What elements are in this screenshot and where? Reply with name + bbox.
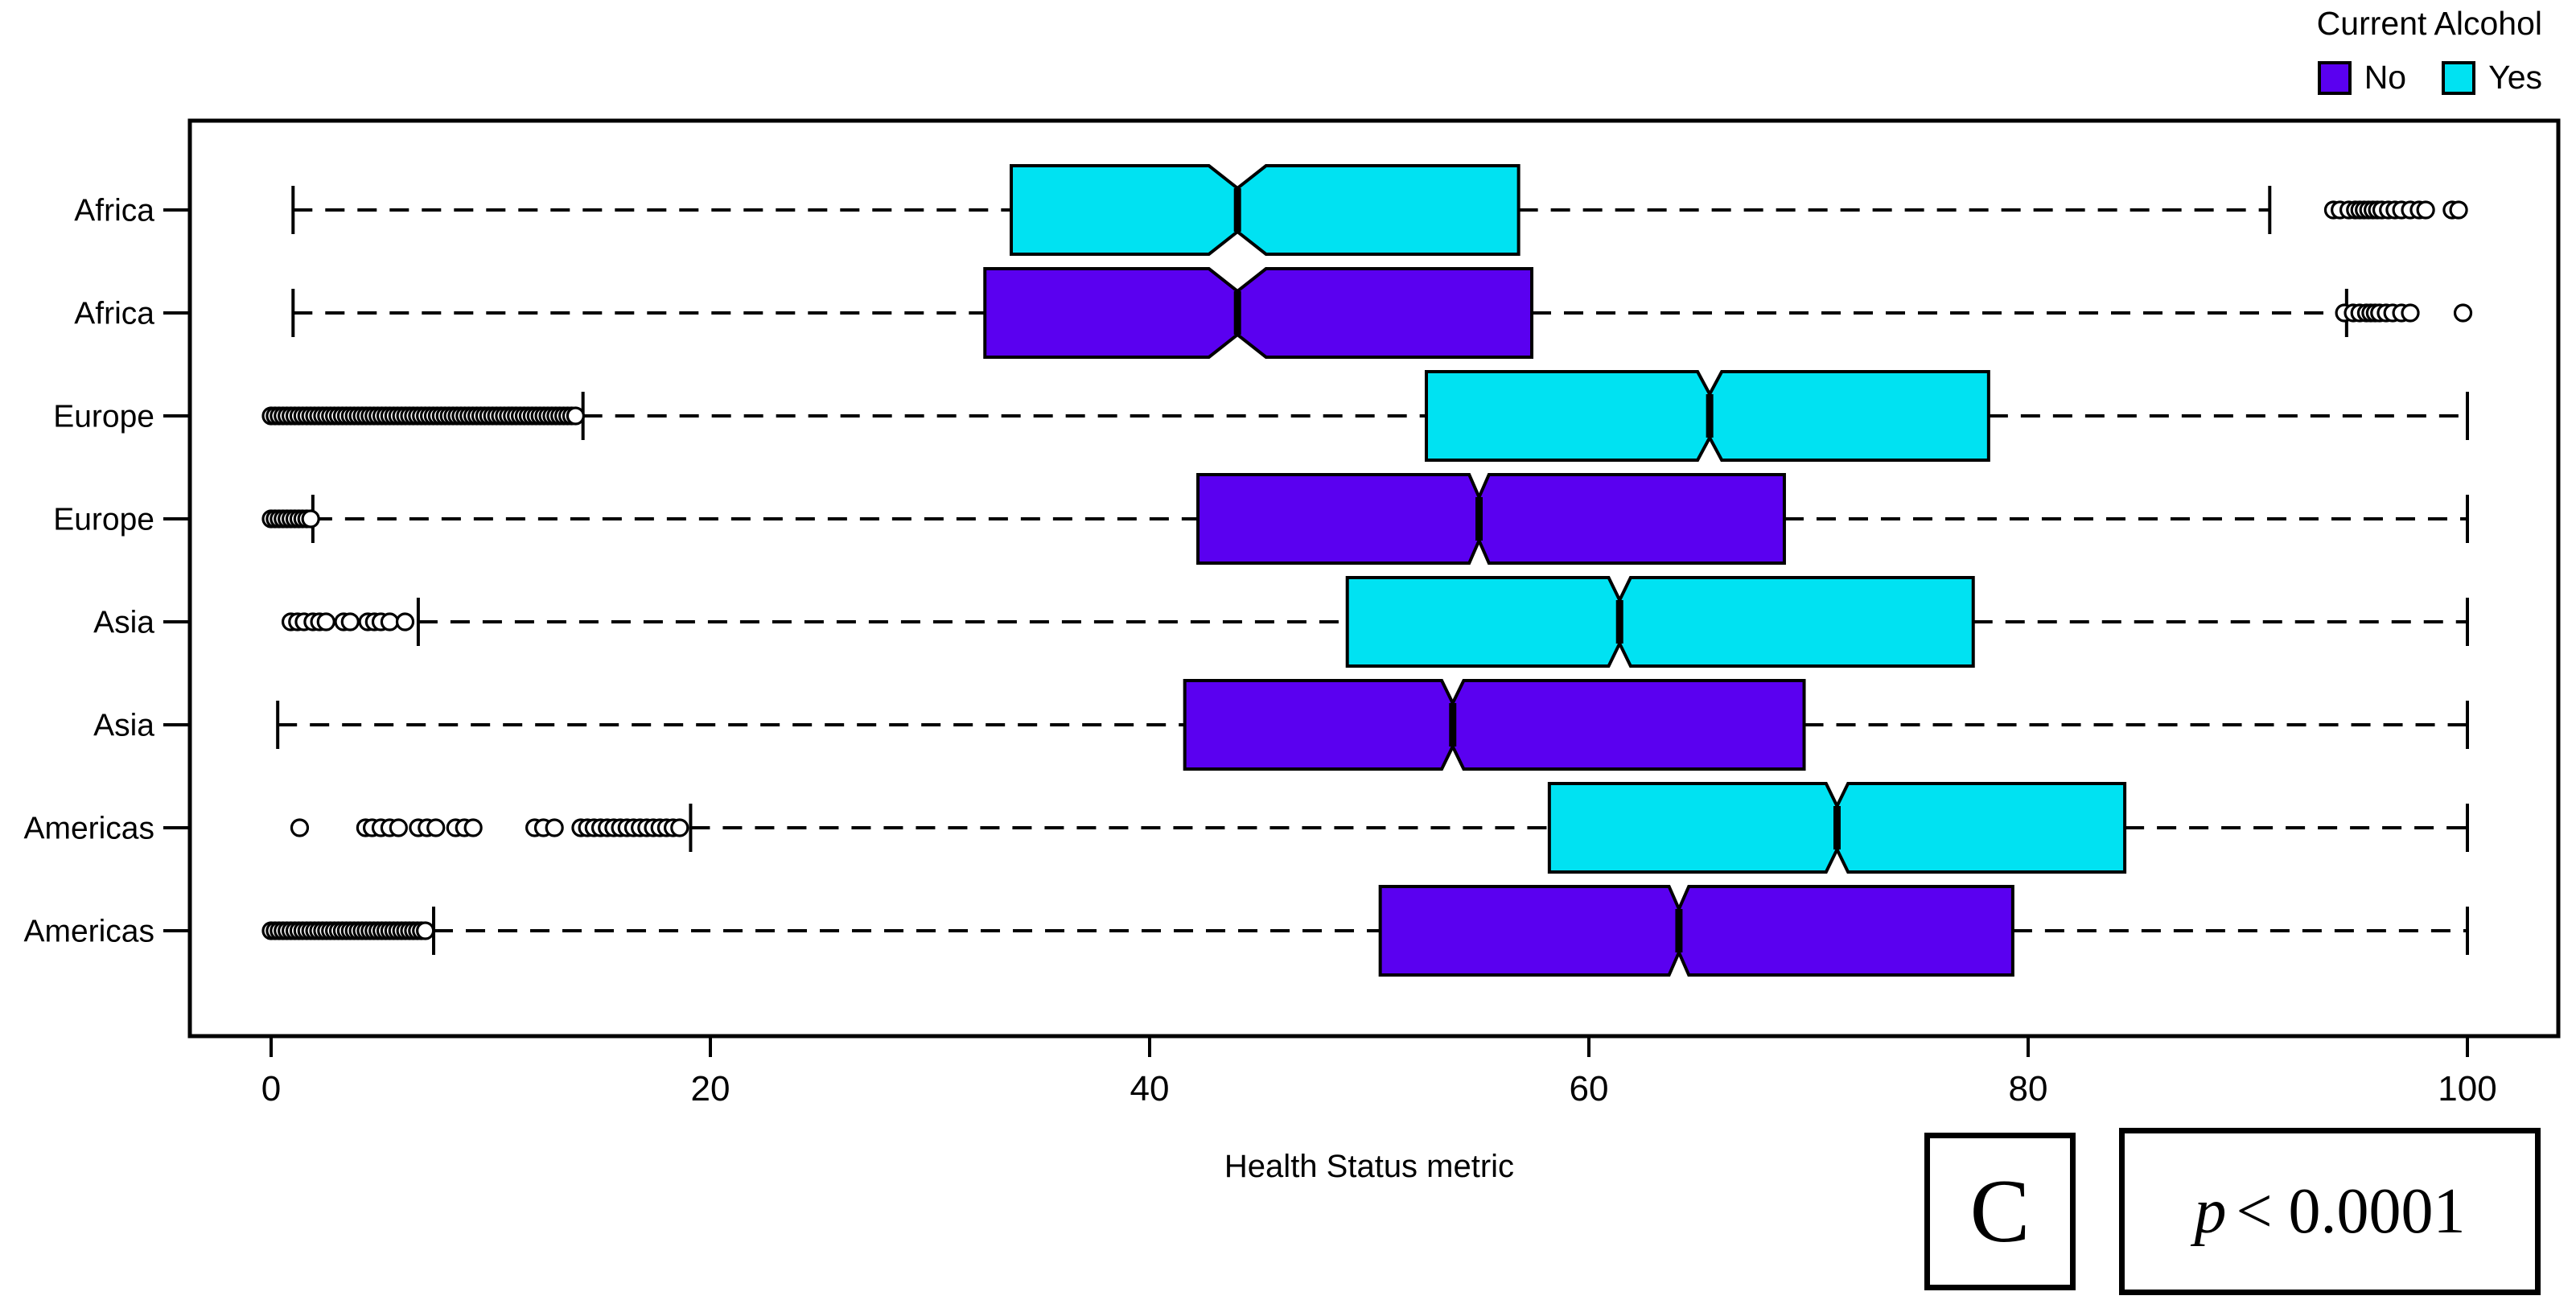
outlier-point xyxy=(2401,303,2420,323)
legend-item-no: No xyxy=(2317,59,2407,97)
legend: Current Alcohol No Yes xyxy=(2317,5,2542,97)
outlier-point xyxy=(2416,200,2435,220)
outlier-point xyxy=(290,818,310,837)
legend-label-no: No xyxy=(2364,59,2407,96)
legend-swatch-yes xyxy=(2442,60,2476,95)
notched-box xyxy=(1196,473,1786,565)
x-tick-label: 0 xyxy=(261,1069,281,1109)
x-tick-label: 100 xyxy=(2438,1069,2496,1109)
y-tick-label: Asia xyxy=(93,606,154,640)
box-row-africa-yes: Africa xyxy=(74,164,2468,256)
legend-item-yes: Yes xyxy=(2442,59,2542,97)
p-symbol: p xyxy=(2194,1175,2227,1247)
outlier-point xyxy=(2453,303,2473,323)
outlier-point xyxy=(395,612,415,631)
x-tick-label: 60 xyxy=(1570,1069,1609,1109)
y-tick-label: Africa xyxy=(74,194,154,228)
outlier-point xyxy=(416,921,435,940)
panel-label-box: C xyxy=(1924,1133,2076,1290)
y-tick-label: Asia xyxy=(93,709,154,743)
y-tick-label: Europe xyxy=(53,503,154,537)
x-tick-label: 20 xyxy=(691,1069,730,1109)
outlier-point xyxy=(340,612,360,631)
x-tick-label: 80 xyxy=(2009,1069,2048,1109)
box-row-asia-no: Asia xyxy=(93,679,2469,771)
y-tick-label: Europe xyxy=(53,400,154,434)
x-axis-title: Health Status metric xyxy=(1224,1149,1515,1184)
p-value-text: < 0.0001 xyxy=(2236,1175,2466,1247)
notched-box xyxy=(1183,679,1806,771)
notched-box xyxy=(1345,576,1975,668)
p-value-box: p < 0.0001 xyxy=(2119,1128,2541,1295)
notched-box xyxy=(983,267,1534,359)
legend-swatch-no xyxy=(2317,60,2352,95)
x-axis: 0 20 40 60 80 100 xyxy=(261,1036,2497,1109)
notched-box xyxy=(1378,885,2014,977)
box-row-africa-no: Africa xyxy=(74,267,2473,359)
outlier-point xyxy=(2449,200,2468,220)
outlier-point xyxy=(670,818,689,837)
y-tick-label: Americas xyxy=(23,812,154,846)
outlier-point xyxy=(380,612,400,631)
legend-label-yes: Yes xyxy=(2488,59,2542,96)
panel-label: C xyxy=(1969,1161,2031,1261)
box-row-americas-yes: Americas xyxy=(23,782,2469,874)
y-tick-label: Americas xyxy=(23,915,154,949)
outlier-point xyxy=(545,818,564,837)
x-tick-label: 40 xyxy=(1130,1069,1170,1109)
plot-border xyxy=(187,118,2561,1039)
legend-items: No Yes xyxy=(2317,59,2542,97)
legend-title: Current Alcohol xyxy=(2316,5,2542,42)
outlier-point xyxy=(316,612,335,631)
box-row-europe-yes: Europe xyxy=(53,370,2469,462)
outlier-point xyxy=(389,818,408,837)
outlier-point xyxy=(426,818,446,837)
outlier-point xyxy=(566,406,585,426)
outlier-point xyxy=(463,818,483,837)
notched-box xyxy=(1010,164,1520,256)
box-row-americas-no: Americas xyxy=(23,885,2469,977)
box-row-europe-no: Europe xyxy=(53,473,2469,565)
outlier-point xyxy=(301,509,320,529)
y-tick-label: Africa xyxy=(74,297,154,331)
box-row-asia-yes: Asia xyxy=(93,576,2469,668)
